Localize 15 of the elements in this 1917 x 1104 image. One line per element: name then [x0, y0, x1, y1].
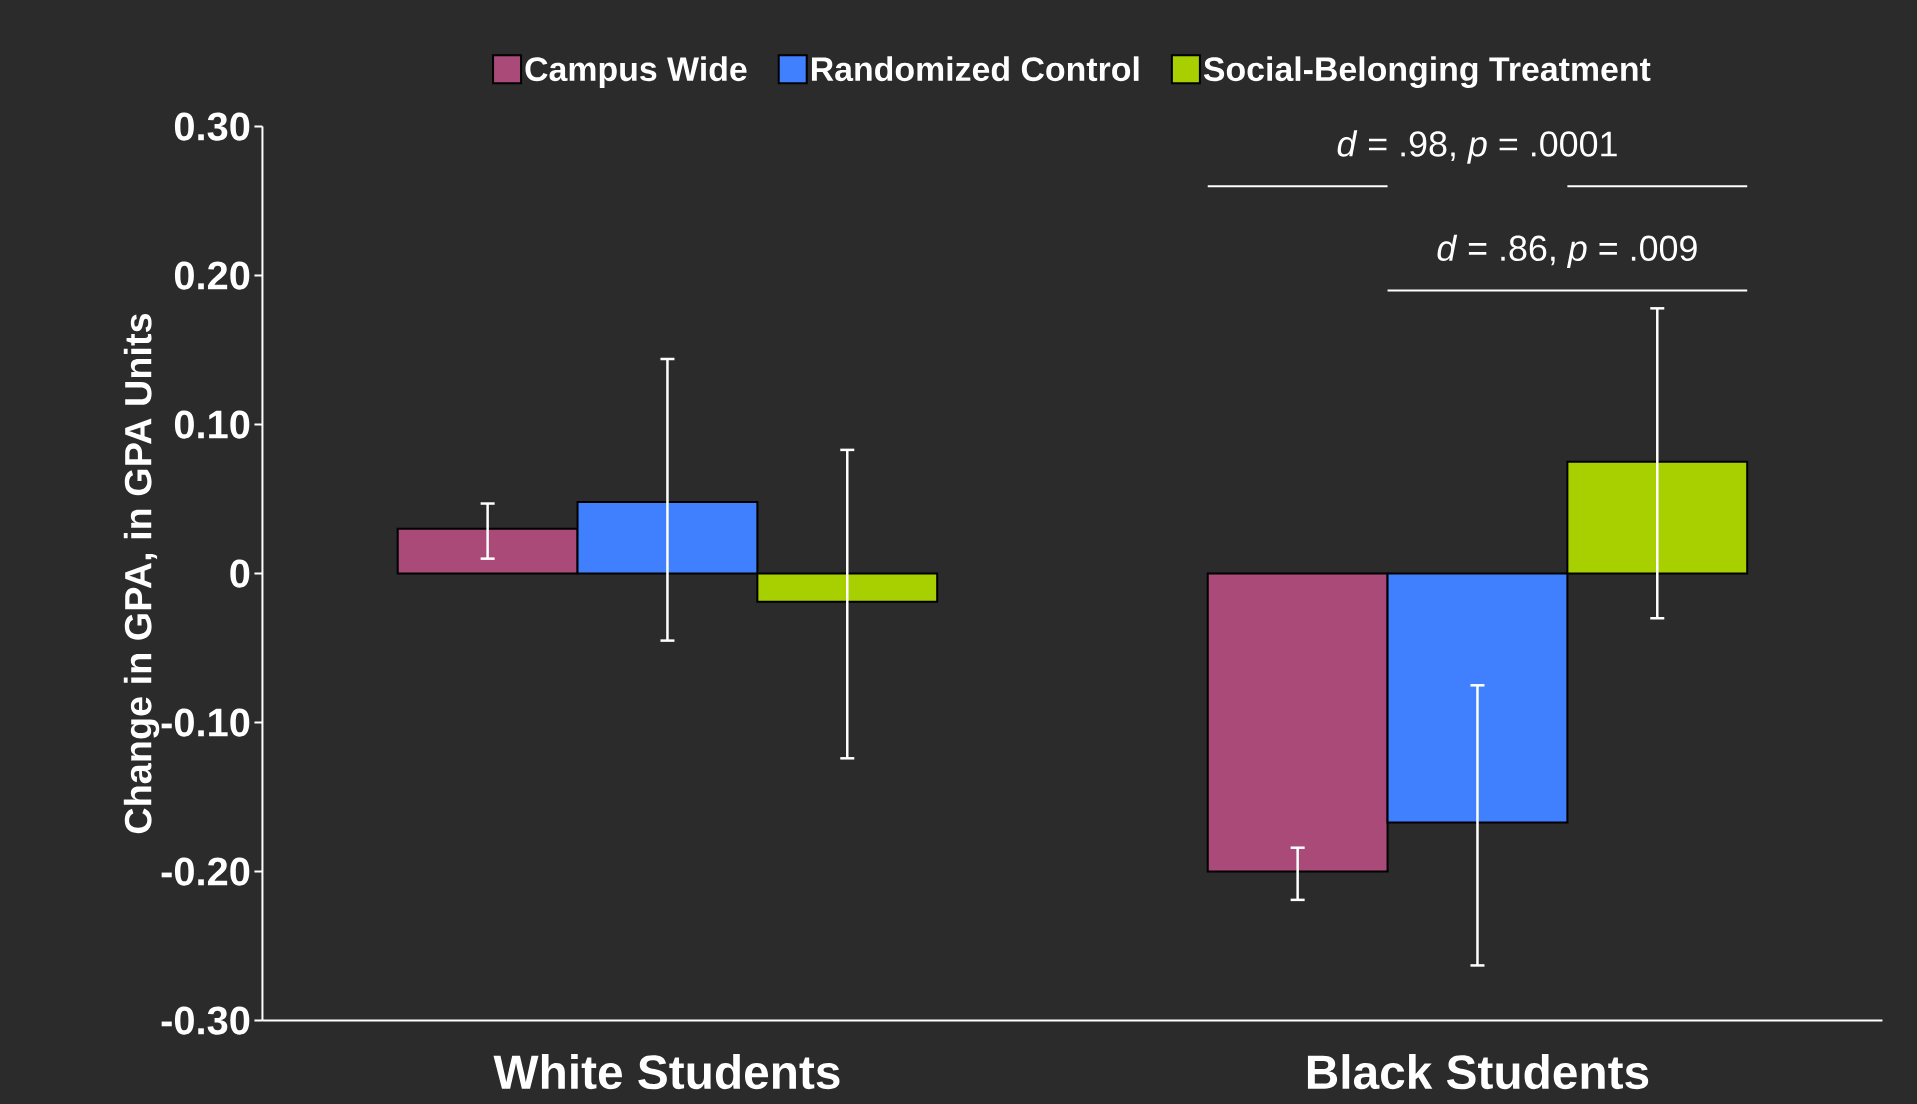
x-tick-label: White Students	[493, 1054, 840, 1090]
annotation: d = .86, p = .009	[1437, 234, 1697, 269]
y-tick-label: -0.10	[161, 708, 250, 737]
legend-label: Social-Belonging Treatment	[1203, 56, 1651, 89]
legend-label: Campus Wide	[525, 56, 747, 88]
y-tick-label: -0.20	[161, 857, 250, 886]
annotation: d = .98, p = .0001	[1337, 130, 1617, 164]
y-tick-label: 0	[230, 559, 250, 588]
y-tick-label: 0.30	[174, 112, 250, 141]
y-axis-title: Change in GPA, in GPA Units	[123, 313, 160, 834]
x-tick-label: Black Students	[1307, 1054, 1649, 1090]
y-tick-label: -0.30	[161, 1006, 250, 1035]
y-tick-label: 0.10	[174, 410, 250, 439]
legend-label: Randomized Control	[811, 56, 1139, 82]
y-tick-label: 0.20	[174, 261, 250, 290]
